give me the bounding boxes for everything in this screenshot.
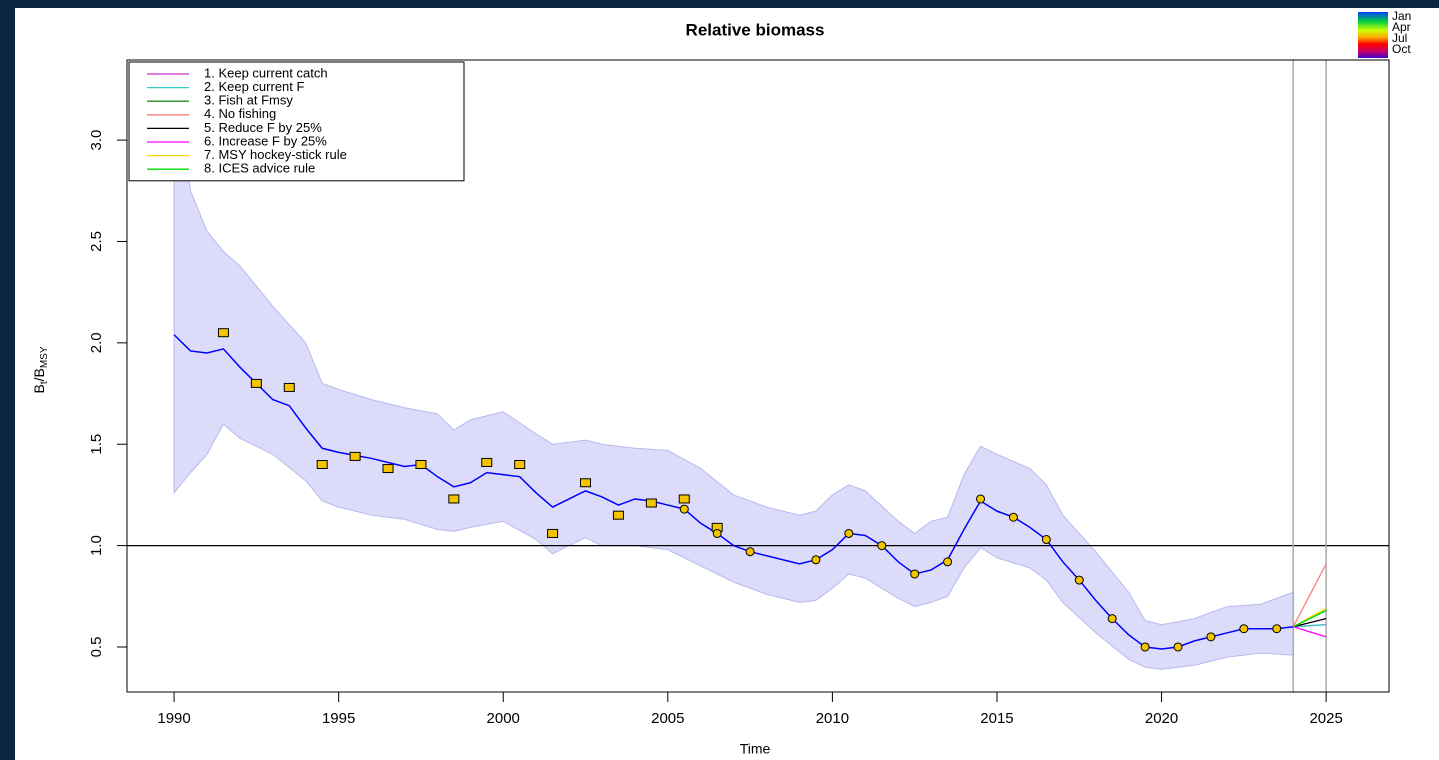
index-point: [1239, 624, 1249, 634]
y-axis-label: Bt/BMSY: [31, 346, 50, 393]
index-point: [976, 494, 986, 504]
index-point: [382, 464, 394, 474]
y-tick-label: 1.5: [88, 434, 105, 455]
y-tick-label: 2.0: [88, 332, 105, 353]
forecast-line: [1293, 626, 1327, 638]
index-point: [1140, 642, 1150, 652]
x-tick-label: 2010: [816, 710, 849, 727]
legend-box: [128, 61, 465, 182]
index-point: [678, 494, 690, 504]
index-point: [283, 382, 295, 392]
legend-label: 7. MSY hockey-stick rule: [204, 147, 347, 162]
index-point: [1107, 614, 1117, 624]
index-point: [844, 528, 854, 538]
index-point: [712, 528, 722, 538]
y-label-part: /B: [31, 368, 47, 381]
y-label-sub: MSY: [39, 346, 50, 368]
index-point: [745, 547, 755, 557]
x-tick-label: 2005: [651, 710, 684, 727]
x-tick-label: 2000: [487, 710, 520, 727]
y-tick-label: 0.5: [88, 637, 105, 658]
index-point: [1041, 535, 1051, 545]
index-point: [1074, 575, 1084, 585]
forecast-line: [1292, 563, 1327, 628]
plot-frame: [126, 59, 1390, 693]
index-point: [250, 378, 262, 388]
y-tick-label: 1.0: [88, 535, 105, 556]
index-point: [877, 541, 887, 551]
legend-label: 1. Keep current catch: [204, 65, 328, 80]
colorbar: [1358, 12, 1388, 58]
legend-label: 3. Fish at Fmsy: [204, 93, 293, 108]
y-tick-label: 3.0: [88, 130, 105, 151]
index-point: [943, 557, 953, 567]
legend-label: 8. ICES advice rule: [204, 161, 315, 176]
colorbar-label: Apr: [1392, 20, 1411, 34]
index-point: [217, 328, 229, 338]
index-point: [448, 494, 460, 504]
index-point: [645, 498, 657, 508]
index-point: [1173, 642, 1183, 652]
index-point: [811, 555, 821, 565]
y-label-sub: t: [39, 381, 50, 384]
index-point: [514, 460, 526, 470]
colorbar-label: Oct: [1392, 42, 1411, 56]
index-point: [1206, 632, 1216, 642]
forecast-line: [1293, 624, 1327, 628]
index-point: [1272, 624, 1282, 634]
index-point: [580, 478, 592, 488]
legend-label: 4. No fishing: [204, 106, 276, 121]
y-tick-label: 2.5: [88, 231, 105, 252]
index-point: [910, 569, 920, 579]
index-point: [316, 460, 328, 470]
index-point: [415, 460, 427, 470]
index-point: [679, 504, 689, 514]
colorbar-label: Jul: [1392, 31, 1407, 45]
x-axis-label: Time: [740, 741, 771, 757]
x-tick-label: 1995: [322, 710, 355, 727]
legend-label: 6. Increase F by 25%: [204, 133, 327, 148]
x-tick-label: 1990: [157, 710, 190, 727]
index-point: [349, 451, 361, 461]
colorbar-label: Jan: [1392, 9, 1411, 23]
forecast-line: [1293, 617, 1327, 628]
x-tick-label: 2020: [1145, 710, 1178, 727]
x-tick-label: 2015: [980, 710, 1013, 727]
index-point: [547, 528, 559, 538]
index-point: [612, 510, 624, 520]
legend-label: 5. Reduce F by 25%: [204, 120, 322, 135]
index-point: [1008, 512, 1018, 522]
forecast-line: [1292, 609, 1327, 628]
chart-title: Relative biomass: [686, 20, 825, 39]
y-label-part: B: [31, 384, 47, 393]
x-tick-label: 2025: [1309, 710, 1342, 727]
legend-label: 2. Keep current F: [204, 79, 304, 94]
index-point: [481, 457, 493, 467]
